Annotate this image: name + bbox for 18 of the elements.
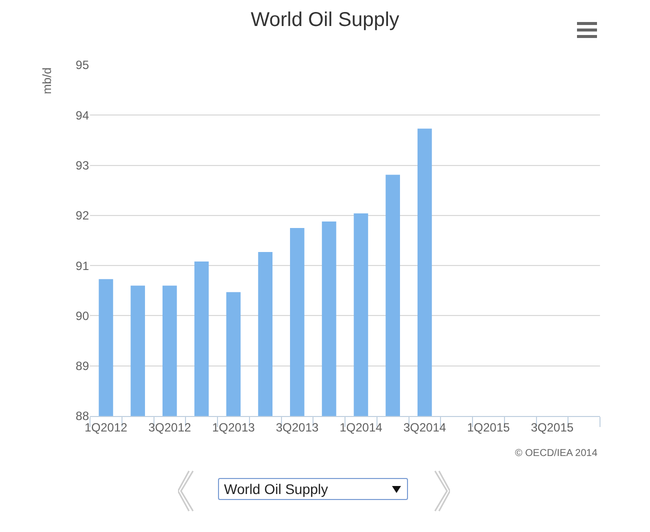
- text: © OECD/IEA 2014: [515, 448, 598, 459]
- y-tick-label: 95: [76, 58, 90, 72]
- x-tick-label: 3Q2013: [276, 420, 319, 434]
- y-tick-label: 89: [76, 359, 90, 374]
- y-tick-label: 90: [76, 308, 90, 323]
- y-axis-title: mb/d: [40, 67, 54, 94]
- y-tick-label: 92: [76, 208, 90, 223]
- x-tick-label: 3Q2015: [530, 420, 574, 434]
- x-tick-label: 3Q2012: [148, 420, 192, 434]
- y-tick-label: 94: [76, 108, 90, 122]
- x-tick-label: 3Q2014: [403, 420, 446, 434]
- x-tick-label: 1Q2014: [340, 420, 383, 434]
- x-tick-label: 1Q2015: [467, 420, 510, 434]
- y-tick-label: 93: [76, 158, 90, 172]
- y-tick-label: 91: [76, 258, 90, 273]
- x-tick-label: 1Q2013: [212, 420, 256, 434]
- chart-title: World Oil Supply: [250, 8, 400, 31]
- dropdown-field: World Oil Supply: [218, 478, 408, 500]
